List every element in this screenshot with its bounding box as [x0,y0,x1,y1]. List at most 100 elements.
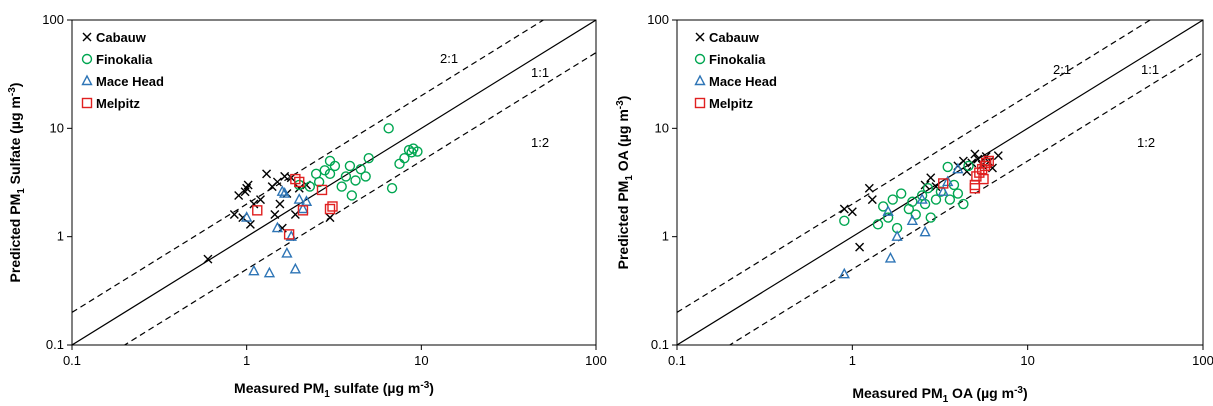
marker-stroke [962,166,972,176]
ratio-label-1-1: 1:1 [531,65,549,80]
data-point [896,188,907,199]
data-point [262,169,272,179]
y-tick-label: 0.1 [651,337,669,352]
plot-area-frame [71,19,597,346]
data-point [316,184,328,196]
reference-line-2-1 [72,20,545,313]
data-point [383,123,394,134]
data-point [916,193,928,204]
data-point [293,193,305,204]
label-superscript: -3 [1014,385,1023,396]
legend-marker-circle [81,53,93,65]
data-point [355,163,366,175]
legend: Cabauw Finokalia Mace Head Melpitz [694,30,777,111]
data-point [872,219,884,230]
marker-stroke [867,195,877,205]
data-point [980,157,992,169]
data-point [263,266,276,278]
data-point [944,194,956,205]
data-point [847,207,857,217]
data-point [346,190,358,201]
data-point [938,178,949,189]
marker-stroke [245,219,255,229]
label-part: Measured PM [234,380,324,396]
data-point [963,160,974,172]
legend-label: Mace Head [96,74,164,89]
label-part: OA (µg m [948,385,1014,401]
data-point [283,229,295,240]
x-tick-label: 0.1 [63,353,81,368]
series-melpitz [938,155,994,194]
data-point [978,173,989,185]
data-point [882,205,894,216]
marker-stroke [839,204,849,214]
data-point [925,212,936,223]
data-point [275,199,285,209]
reference-line-1-1 [72,20,596,345]
label-part: ) [429,380,434,396]
data-point [297,202,309,214]
ratio-label-2-1: 2:1 [440,51,458,66]
data-point [203,254,213,264]
x-tick-label: 1 [243,353,250,368]
data-point [294,183,304,193]
data-point [324,203,336,215]
data-point [937,185,949,196]
y-tick-label: 100 [42,12,64,27]
data-point [229,210,239,220]
label-subscript: 1 [624,175,635,181]
y-tick-label: 0.1 [46,337,64,352]
marker-stroke [864,183,874,193]
ratio-label-1-1: 1:1 [1141,62,1159,77]
marker-stroke [847,207,857,217]
data-point [340,171,352,182]
data-point [993,151,1003,161]
data-point [360,171,371,182]
x-tick-label: 100 [585,353,607,368]
legend-label: Melpitz [96,96,141,111]
x-tick-label: 100 [1192,353,1213,368]
marker-stroke [855,242,865,252]
data-point [256,195,265,205]
data-point [838,267,850,279]
data-point [839,215,850,227]
marker-stroke [272,177,282,187]
legend-marker-circle [694,53,706,65]
data-point [294,176,305,188]
data-point [864,183,874,193]
x-tick-label: 10 [414,353,428,368]
data-point [363,153,374,164]
data-point [248,264,260,276]
x-tick-label: 0.1 [668,353,686,368]
data-point [962,166,972,176]
y-axis-label: Predicted PM1 OA (µg m-3) [615,96,635,270]
reference-line-1-2 [728,52,1203,345]
label-part: OA (µg m [615,109,631,175]
data-point [958,198,969,210]
ratio-label-1-2: 1:2 [1137,135,1155,150]
data-point [313,176,325,188]
legend-marker-triangle [81,74,93,86]
reference-line-1-2 [123,52,596,345]
label-part: ) [7,83,23,88]
label-part: ) [615,96,631,101]
label-part: ) [1023,385,1028,401]
label-superscript: -3 [615,100,626,109]
y-tick-label: 1 [662,229,669,244]
x-axis-label: Measured PM1 sulfate (µg m-3) [234,380,434,400]
marker-stroke [203,254,213,264]
legend-marker-x [82,32,92,42]
y-axis-label: Predicted PM1 Sulfate (µg m-3) [7,83,27,283]
label-subscript: 1 [16,188,27,194]
legend-marker-square [694,97,706,109]
legend-label: Melpitz [709,96,754,111]
data-point [839,204,849,214]
data-point [922,183,934,194]
label-superscript: -3 [7,87,18,96]
legend-marker-square [81,97,93,109]
series-finokalia [294,123,423,201]
data-point [399,153,410,164]
data-point [344,160,356,172]
y-tick-label: 1 [57,229,64,244]
reference-line-2-1 [677,20,1152,313]
